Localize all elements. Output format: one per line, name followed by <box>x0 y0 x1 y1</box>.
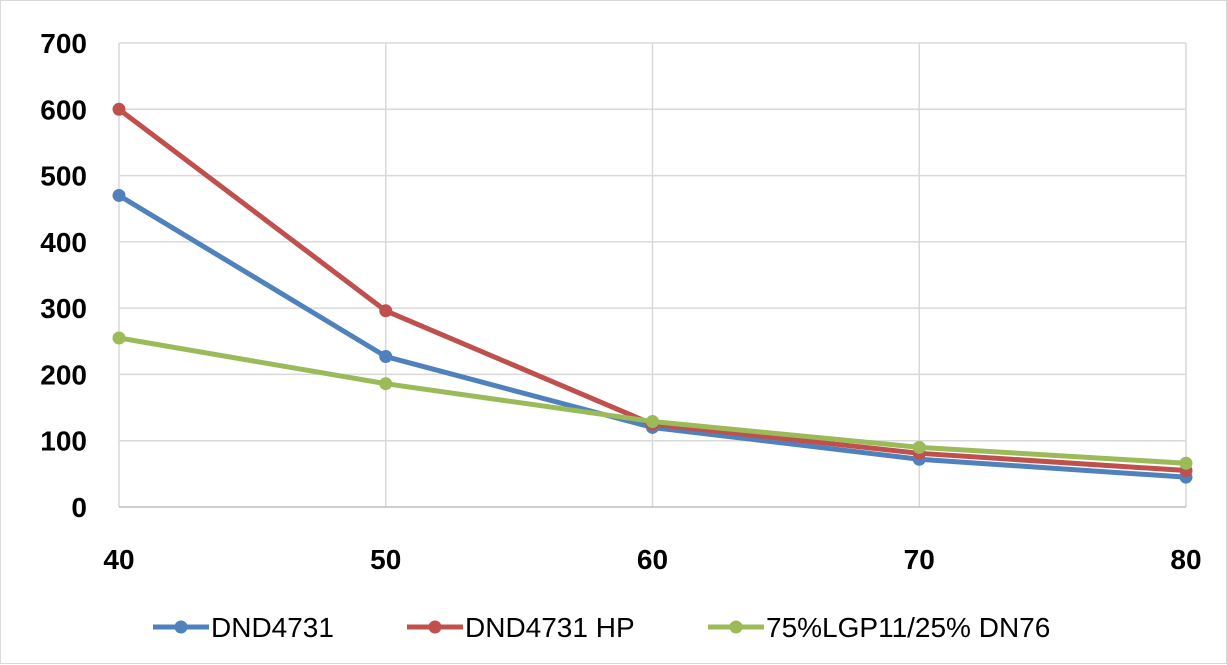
legend: DND4731 DND4731 HP 75%LGP11/25% DN76 <box>153 612 1050 643</box>
x-tick-label: 50 <box>370 544 401 575</box>
legend-item: DND4731 <box>153 612 334 643</box>
y-tick-label: 600 <box>40 94 87 125</box>
y-tick-label: 400 <box>40 227 87 258</box>
y-tick-label: 500 <box>40 161 87 192</box>
y-tick-label: 200 <box>40 359 87 390</box>
tick-labels: 0 100 200 300 400 500 600 700 40 50 60 70 80 <box>40 28 1201 575</box>
legend-label: 75%LGP11/25% DN76 <box>766 612 1050 643</box>
x-tick-label: 40 <box>103 544 134 575</box>
data-point <box>1179 456 1193 470</box>
y-tick-label: 100 <box>40 426 87 457</box>
legend-label: DND4731 <box>211 612 334 643</box>
y-tick-label: 700 <box>40 28 87 59</box>
y-tick-label: 0 <box>71 492 87 523</box>
legend-swatch-marker <box>174 620 188 634</box>
data-point <box>112 102 126 116</box>
data-point <box>379 304 393 318</box>
data-point <box>646 414 659 428</box>
x-tick-label: 70 <box>904 544 935 575</box>
grid-lines <box>119 42 1187 507</box>
x-tick-label: 60 <box>637 544 668 575</box>
x-tick-label: 80 <box>1170 544 1201 575</box>
legend-swatch-marker <box>428 620 442 634</box>
axes <box>118 43 1186 508</box>
legend-item: DND4731 HP <box>407 612 635 643</box>
data-point <box>112 331 126 345</box>
legend-label: DND4731 HP <box>465 612 635 643</box>
series-group <box>112 102 1193 484</box>
data-point <box>379 350 393 364</box>
data-point <box>112 188 126 202</box>
legend-swatch-marker <box>729 620 743 634</box>
legend-item: 75%LGP11/25% DN76 <box>708 612 1050 643</box>
data-point <box>912 440 926 454</box>
y-tick-label: 300 <box>40 293 87 324</box>
data-point <box>379 377 393 391</box>
